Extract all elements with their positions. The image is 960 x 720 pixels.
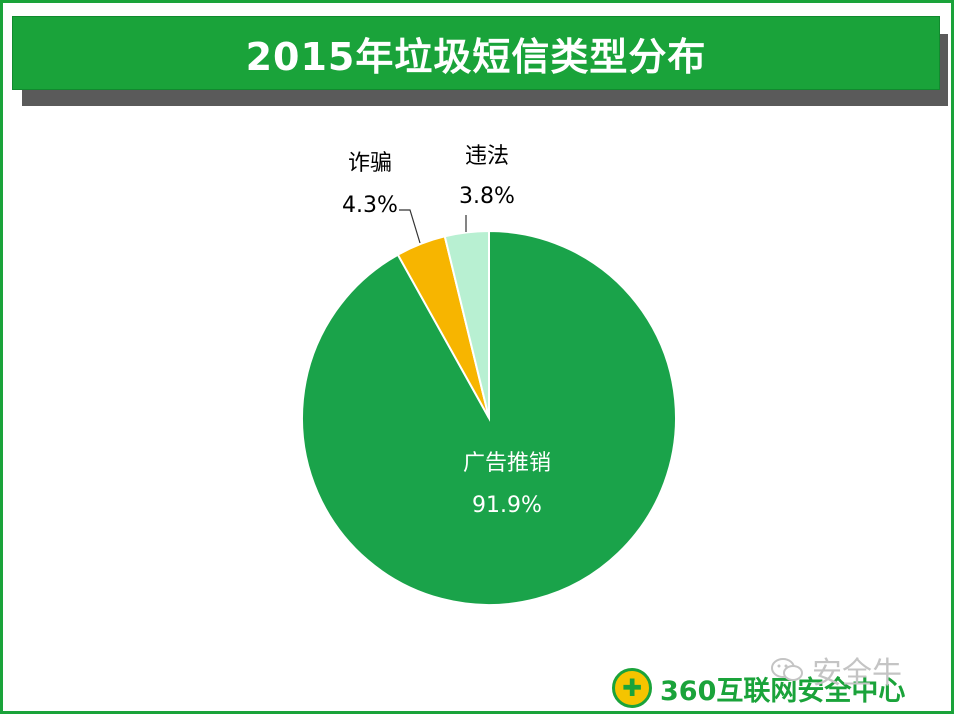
watermark-text: 安全牛 [812, 656, 902, 691]
pie-slice-3 [443, 229, 490, 419]
slice-value-label-3: 3.8% [459, 184, 515, 209]
wechat-icon [771, 658, 803, 681]
slice-name-label-1: 广告推销 [463, 451, 551, 476]
chart-title: 2015年垃圾短信类型分布 [245, 34, 707, 79]
watermark: 安全牛 [770, 648, 902, 692]
slice-name-label-2: 诈骗 [348, 151, 392, 176]
slice-name-label-3: 违法 [465, 144, 509, 169]
slice-value-label-2: 4.3% [342, 193, 398, 218]
brand-logo: ✚ 360互联网安全中心 [612, 664, 905, 712]
title-banner: 2015年垃圾短信类型分布 [12, 16, 940, 90]
brand-logo-text: 360互联网安全中心 [660, 675, 906, 707]
leader-line-2 [399, 209, 421, 244]
slice-value-label-1: 91.9% [472, 493, 542, 518]
shield-cross-icon: ✚ [612, 668, 652, 708]
